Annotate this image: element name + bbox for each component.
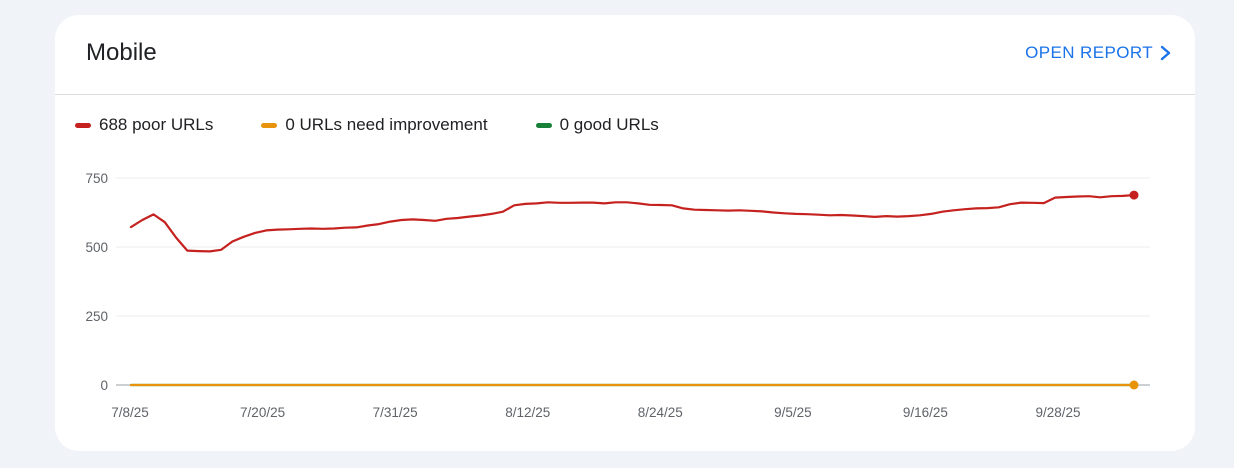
x-tick-label: 7/8/25 <box>111 405 149 420</box>
series-line-poor-urls <box>129 194 1136 253</box>
legend-label-poor: 688 poor URLs <box>99 115 214 134</box>
open-report-label: OPEN REPORT <box>1025 43 1153 62</box>
card-header: Mobile OPEN REPORT <box>55 15 1195 95</box>
x-tick-label: 9/16/25 <box>903 405 948 420</box>
line-chart: 0 250 500 750 7/8/25 7/20/25 7/31/25 8/12/25 8/2… <box>85 171 1150 420</box>
legend-label-need-improvement: 0 URLs need improvement <box>285 115 488 134</box>
legend-item-need-improvement[interactable]: 0 URLs need improvement <box>261 115 488 135</box>
x-tick-label: 7/31/25 <box>373 405 418 420</box>
y-tick-label: 500 <box>85 240 108 255</box>
legend-swatch-good <box>535 122 552 128</box>
y-tick-label: 0 <box>100 378 108 393</box>
x-tick-label: 9/5/25 <box>774 405 812 420</box>
legend-item-good[interactable]: 0 good URLs <box>535 115 659 135</box>
x-tick-label: 9/28/25 <box>1035 405 1080 420</box>
card-title: Mobile <box>86 39 157 66</box>
legend-label-good: 0 good URLs <box>559 115 659 134</box>
legend-swatch-poor <box>75 122 91 128</box>
open-report-link[interactable]: OPEN REPORT <box>1025 43 1173 63</box>
x-tick-label: 8/24/25 <box>638 405 683 420</box>
y-tick-label: 250 <box>85 309 108 324</box>
x-tick-label: 8/12/25 <box>505 405 550 420</box>
y-tick-label: 750 <box>85 171 108 186</box>
mobile-report-card: Mobile OPEN REPORT 688 poor URLs 0 URLs … <box>55 15 1195 451</box>
chart-legend: 688 poor URLs 0 URLs need improvement 0 … <box>75 115 659 135</box>
end-marker-poor-urls <box>1129 190 1139 200</box>
legend-swatch-need-improvement <box>261 122 278 128</box>
chevron-right-icon <box>1160 45 1171 61</box>
legend-item-poor[interactable]: 688 poor URLs <box>75 115 213 135</box>
end-marker-need-improvement <box>1129 380 1139 390</box>
x-tick-label: 7/20/25 <box>240 405 285 420</box>
